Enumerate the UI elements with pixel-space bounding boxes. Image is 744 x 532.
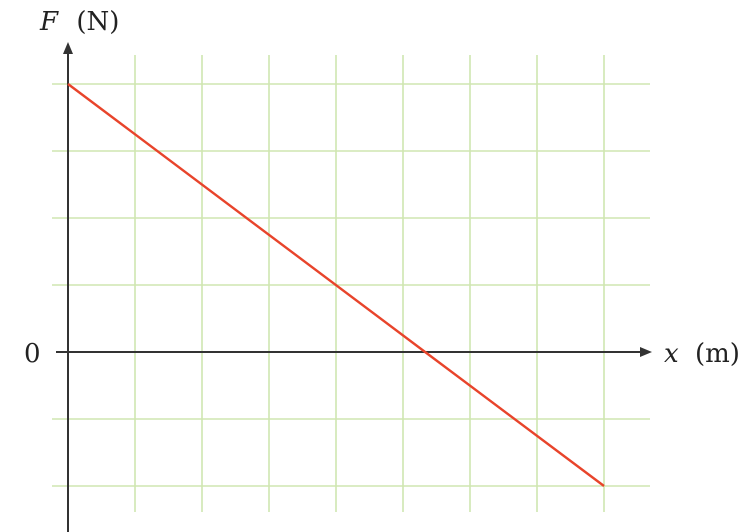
series	[67, 83, 605, 487]
x-axis-arrow	[640, 347, 652, 357]
x-axis-unit: (m)	[695, 339, 740, 369]
grid	[52, 55, 650, 512]
y-axis-arrow	[63, 42, 73, 54]
origin-label: 0	[24, 339, 41, 369]
axes	[56, 42, 652, 532]
y-axis-unit: (N)	[76, 7, 119, 37]
y-axis-label: F (N)	[39, 7, 119, 37]
x-axis-label: x (m)	[664, 339, 740, 369]
force-line	[67, 83, 605, 487]
x-axis-variable: x	[664, 339, 679, 369]
y-axis-variable: F	[39, 7, 59, 37]
